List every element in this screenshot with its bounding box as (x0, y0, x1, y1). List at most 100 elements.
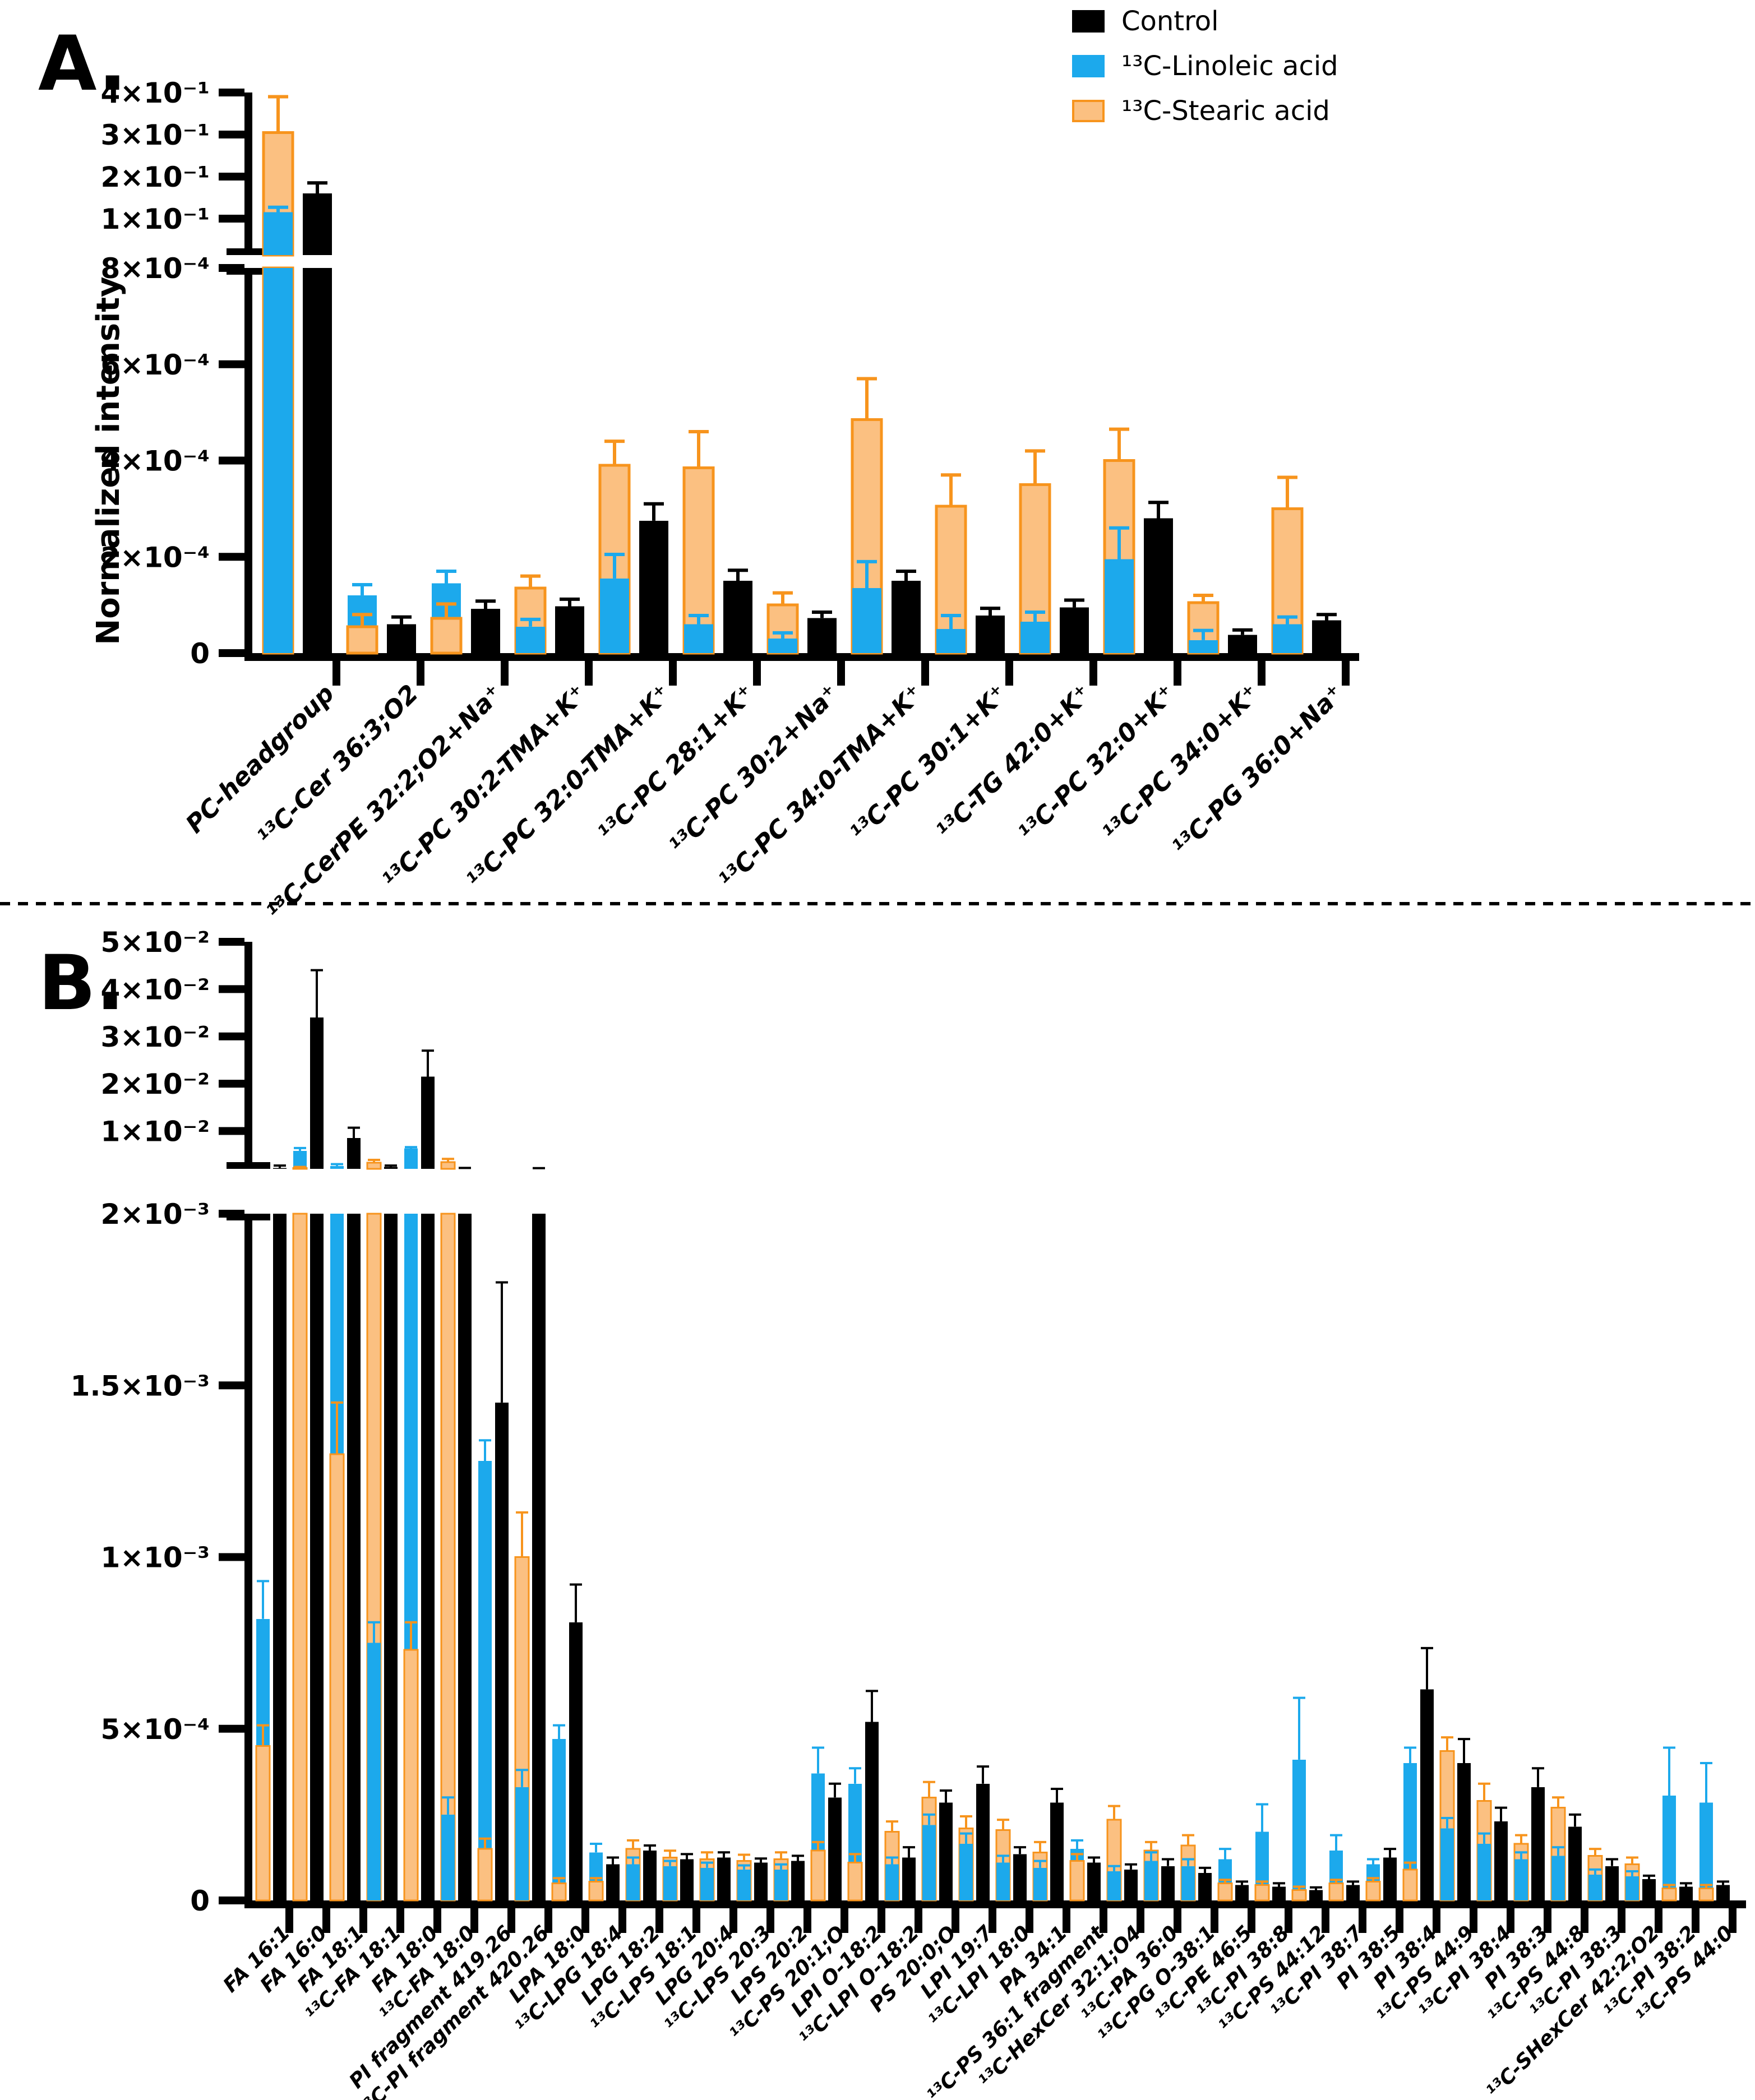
x-axis-tick (544, 1908, 552, 1933)
legend-label: ¹³C-Stearic acid (1121, 95, 1330, 127)
bar-control (495, 1402, 509, 1900)
bar-linoleic (1292, 1759, 1306, 1900)
x-axis-tick (692, 1908, 700, 1933)
y-axis-tick (219, 214, 244, 223)
bar-control (1312, 620, 1341, 653)
bar-linoleic (1625, 1876, 1639, 1900)
bar-linoleic (1514, 1859, 1528, 1900)
x-axis-tick (396, 1908, 404, 1933)
y-axis-tick (219, 1210, 244, 1218)
x-axis-tick (729, 1908, 737, 1933)
bar-stearic (1254, 1884, 1270, 1902)
bar-linoleic (478, 1461, 492, 1900)
x-axis-tick (433, 1908, 441, 1933)
bar-linoleic (626, 1864, 640, 1900)
bar-stearic (329, 1453, 345, 1902)
x-axis-tick (1174, 661, 1181, 686)
bar-stearic (1698, 1888, 1714, 1902)
x-axis-tick (766, 1908, 774, 1933)
bar-linoleic (1662, 1796, 1676, 1900)
bar-control (976, 1783, 990, 1900)
bar-control (754, 1862, 768, 1900)
bar-control (1309, 1890, 1323, 1900)
bar-stearic (1069, 1860, 1085, 1902)
y-axis-tick (219, 985, 244, 993)
bar-control (606, 1864, 620, 1900)
y-axis-spine (244, 1214, 252, 1908)
bar-control (1161, 1866, 1175, 1900)
bar-stearic (346, 625, 378, 655)
x-axis-tick (1100, 1908, 1107, 1933)
bar-control (939, 1802, 953, 1900)
bar-control (310, 1214, 324, 1900)
y-axis-tick (219, 1032, 244, 1040)
bar-linoleic (1588, 1875, 1602, 1900)
bar-stearic (810, 1849, 826, 1902)
bar-linoleic (264, 212, 293, 255)
x-axis-tick (1137, 1908, 1144, 1933)
y-axis-tick (219, 1724, 244, 1733)
y-axis-tick-label: 8×10⁻⁴ (100, 252, 210, 285)
bar-linoleic (552, 1739, 566, 1900)
bar-control (421, 1214, 435, 1900)
x-axis-tick (1342, 661, 1350, 686)
bar-control (680, 1859, 694, 1900)
bar-control (1013, 1854, 1027, 1900)
bar-control (1272, 1886, 1286, 1900)
y-axis-tick (219, 173, 244, 181)
bar-linoleic (441, 1814, 455, 1900)
y-axis-tick-label: 1×10⁻³ (100, 1542, 210, 1574)
bar-control (384, 1214, 398, 1900)
x-axis-tick (1692, 1908, 1699, 1933)
panel-label: A. (38, 20, 127, 108)
bar-control (555, 606, 584, 653)
x-axis-tick (1396, 1908, 1403, 1933)
bar-linoleic (663, 1866, 677, 1900)
control-swatch-icon (1072, 10, 1105, 33)
bar-linoleic (515, 1787, 529, 1900)
x-axis-tick (1618, 1908, 1625, 1933)
y-axis-tick (219, 1381, 244, 1390)
legend-label: Control (1121, 6, 1219, 37)
bar-control (384, 1167, 398, 1169)
bar-linoleic (959, 1843, 973, 1900)
bar-linoleic (936, 629, 966, 653)
bar-control (310, 1017, 324, 1169)
bar-control (303, 193, 332, 255)
bar-linoleic (700, 1867, 714, 1900)
y-axis-tick (219, 264, 244, 272)
bar-linoleic (516, 626, 545, 653)
x-axis-tick (921, 661, 929, 686)
bar-control (303, 268, 332, 653)
category-label: ¹³C-Cer 36:3;O2 (252, 679, 424, 852)
y-axis-tick (219, 1127, 244, 1135)
category-label: ¹³C-PC 32:0+K⁺ (1013, 679, 1181, 848)
y-axis-tick-label: 2×10⁻⁴ (100, 541, 210, 573)
y-axis-spine (244, 92, 252, 255)
bar-control (717, 1857, 731, 1900)
x-axis-tick (989, 1908, 996, 1933)
x-axis-tick (1005, 661, 1013, 686)
x-axis-tick (1174, 1908, 1181, 1933)
bar-control (1494, 1821, 1508, 1900)
bar-linoleic (367, 1643, 381, 1900)
bar-control (865, 1722, 879, 1900)
x-axis-tick (915, 1908, 922, 1933)
bar-linoleic (1440, 1828, 1454, 1900)
bar-control (1383, 1857, 1397, 1900)
x-axis-tick (1655, 1908, 1662, 1933)
bar-stearic (1291, 1889, 1307, 1902)
bar-stearic (366, 1162, 382, 1170)
bar-linoleic (1144, 1861, 1158, 1900)
bar-linoleic (1107, 1871, 1121, 1900)
y-axis-tick-label: 1×10⁻² (100, 1116, 210, 1148)
bar-control (1060, 607, 1089, 653)
x-axis-tick (501, 661, 509, 686)
y-axis-tick (219, 938, 244, 946)
x-axis-tick (1433, 1908, 1440, 1933)
y-axis-tick-label: 3×10⁻¹ (100, 119, 210, 151)
bar-control (1420, 1689, 1434, 1900)
x-axis-tick (1507, 1908, 1514, 1933)
bar-linoleic (885, 1864, 899, 1900)
bar-control (723, 581, 752, 653)
